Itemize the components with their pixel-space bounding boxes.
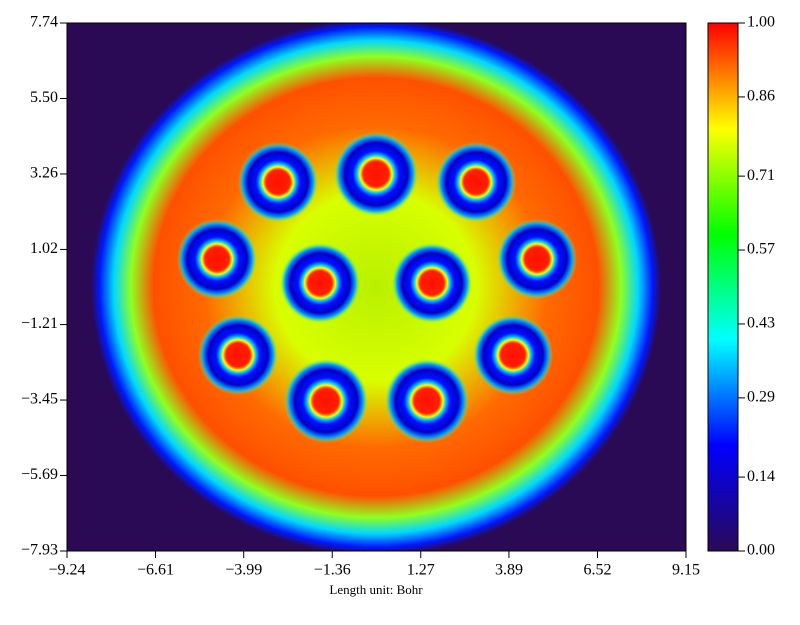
- atom: [177, 219, 257, 299]
- y-tick-label: −7.93: [21, 542, 58, 559]
- colorbar-tick-label: 1.00: [747, 14, 775, 31]
- atom: [392, 243, 472, 323]
- y-tick-label: 7.74: [30, 14, 58, 31]
- colorbar: [707, 22, 739, 552]
- y-tick-label: 5.50: [30, 89, 58, 106]
- plot-frame: [66, 22, 687, 552]
- colorbar-tick-label: 0.86: [747, 88, 775, 105]
- colorbar-tick-label: 0.00: [747, 542, 775, 559]
- atom: [385, 359, 469, 443]
- atom: [198, 315, 278, 395]
- colorbar-tick-label: 0.71: [747, 167, 775, 184]
- atom: [280, 243, 360, 323]
- y-tick-label: 1.02: [30, 240, 58, 257]
- colorbar-tick-label: 0.43: [747, 315, 775, 332]
- atom: [284, 359, 368, 443]
- x-tick-label: −3.99: [225, 562, 262, 579]
- x-tick-label: 3.89: [495, 562, 523, 579]
- y-tick-label: −1.21: [21, 315, 58, 332]
- y-tick-label: −5.69: [21, 466, 58, 483]
- colorbar-tick-label: 0.57: [747, 241, 775, 258]
- x-tick-label: 1.27: [407, 562, 435, 579]
- x-tick-label: 9.15: [672, 562, 700, 579]
- atom: [436, 142, 516, 222]
- x-tick-label: −6.61: [137, 562, 174, 579]
- atom: [334, 132, 418, 216]
- atom: [238, 142, 318, 222]
- atom: [497, 219, 577, 299]
- colorbar-tick-label: 0.14: [747, 468, 775, 485]
- colorbar-tick-label: 0.29: [747, 389, 775, 406]
- y-tick-label: 3.26: [30, 165, 58, 182]
- field: [67, 23, 686, 551]
- x-tick-label: −9.24: [48, 562, 85, 579]
- x-tick-label: 6.52: [583, 562, 611, 579]
- atoms: [177, 132, 577, 443]
- density-region: [91, 23, 661, 551]
- x-tick-label: −1.36: [314, 562, 351, 579]
- atom: [473, 315, 553, 395]
- x-axis-label: Length unit: Bohr: [329, 582, 423, 597]
- y-tick-label: −3.45: [21, 391, 58, 408]
